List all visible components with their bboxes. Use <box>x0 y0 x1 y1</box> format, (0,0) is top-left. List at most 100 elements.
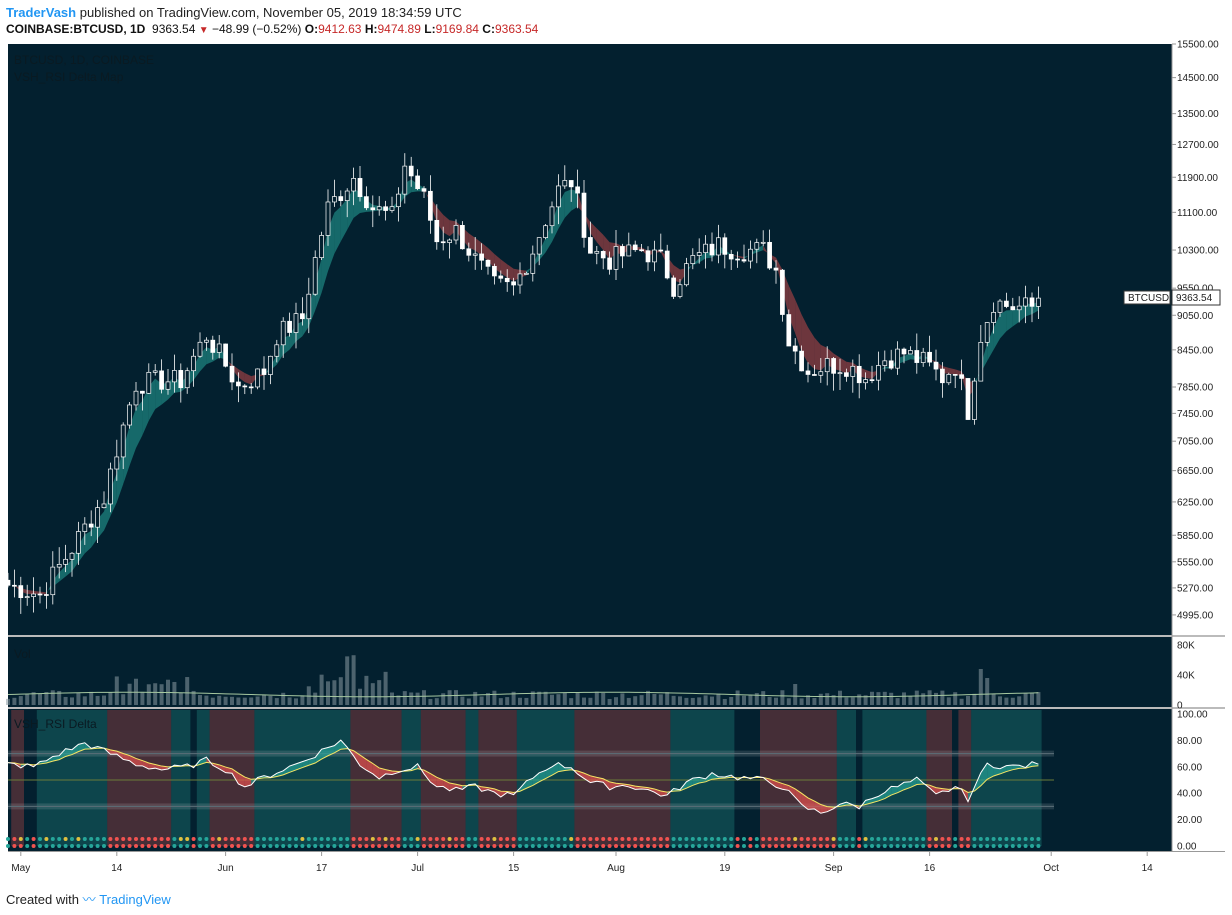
volume-bar <box>799 698 804 705</box>
signal-dot <box>914 844 919 848</box>
volume-bar <box>998 696 1002 705</box>
candle-body <box>274 344 280 357</box>
signal-dot <box>633 844 638 848</box>
volume-bar <box>742 695 746 705</box>
signal-dot <box>850 844 855 848</box>
footer-brand[interactable]: TradingView <box>99 892 171 907</box>
ribbon-segment <box>334 206 341 254</box>
signal-dot <box>774 844 778 848</box>
volume-bar <box>460 696 465 705</box>
volume-bar <box>198 695 202 705</box>
volume-bar <box>601 692 606 705</box>
signal-dot <box>857 837 862 841</box>
signal-dot <box>978 837 983 841</box>
signal-dot <box>178 837 183 841</box>
signal-dot <box>799 837 804 841</box>
volume-bar <box>255 696 260 705</box>
signal-dot <box>780 837 785 841</box>
ribbon-segment <box>500 259 508 278</box>
author-name[interactable]: TraderVash <box>6 5 77 20</box>
volume-bar <box>550 694 554 705</box>
volume-bar <box>882 691 887 705</box>
volume-bar <box>582 697 586 705</box>
volume-bar <box>262 694 266 705</box>
candle-body <box>293 313 299 333</box>
volume-bar <box>626 697 631 705</box>
candle-body <box>344 190 350 201</box>
volume-bar <box>1010 697 1015 705</box>
signal-dot <box>895 837 900 841</box>
main-pane-bg[interactable] <box>8 44 1172 635</box>
signal-dot <box>70 844 74 848</box>
signal-dot <box>358 844 362 848</box>
high-value: 9474.89 <box>377 22 421 36</box>
rsi-fill-segment <box>558 762 565 772</box>
volume-bar <box>786 698 791 705</box>
signal-dot <box>204 837 209 841</box>
signal-dot <box>908 844 913 848</box>
signal-dot <box>306 844 311 848</box>
volume-tick-label: 80K <box>1177 641 1195 652</box>
signal-dot <box>665 844 670 848</box>
rsi-fill-segment <box>980 763 988 786</box>
ribbon-segment <box>33 590 40 595</box>
signal-dot <box>153 844 158 848</box>
signal-dot <box>319 844 324 848</box>
signal-dot <box>178 844 183 848</box>
price-tick-label: 10300.00 <box>1177 246 1219 257</box>
signal-dot <box>166 844 170 848</box>
candle-body <box>959 374 964 379</box>
signal-dot <box>242 837 247 841</box>
candle-body <box>972 380 977 420</box>
rsi-fill-segment <box>993 767 1000 776</box>
candle-body <box>280 320 286 346</box>
candle-body <box>178 370 184 389</box>
signal-dot <box>518 844 522 848</box>
candle-body <box>792 345 798 352</box>
candle-body <box>805 370 811 375</box>
candle-body <box>933 361 939 370</box>
signal-dot <box>460 844 465 848</box>
rsi-tick-label: 0.00 <box>1177 842 1197 853</box>
signal-dot <box>614 844 618 848</box>
candle-body <box>895 348 900 369</box>
candle-body <box>1029 297 1035 307</box>
signal-dot <box>582 844 586 848</box>
signal-dot <box>159 837 164 841</box>
candle-body <box>447 239 452 243</box>
price-tick-label: 5270.00 <box>1177 583 1214 594</box>
ribbon-segment <box>539 238 546 261</box>
signal-dot <box>319 837 324 841</box>
signal-dot <box>812 837 817 841</box>
signal-dot <box>409 837 414 841</box>
rsi-fill-segment <box>712 772 719 780</box>
signal-dot <box>1004 837 1009 841</box>
volume-bar <box>287 697 292 705</box>
volume-bar <box>895 698 900 705</box>
volume-bar <box>498 698 503 705</box>
candle-body <box>696 252 702 256</box>
signal-dot <box>486 837 490 841</box>
signal-dot <box>18 837 23 841</box>
candle-body <box>101 503 107 508</box>
candle-body <box>524 273 529 275</box>
signal-dot <box>665 837 670 841</box>
volume-bar <box>818 693 823 705</box>
volume-bar <box>639 695 644 705</box>
volume-bar <box>236 697 241 705</box>
signal-dot <box>351 844 356 848</box>
ribbon-segment <box>468 233 476 251</box>
volume-bar <box>588 697 593 705</box>
candle-body <box>236 381 241 387</box>
ribbon-segment <box>795 299 802 352</box>
candle-body <box>402 165 408 195</box>
signal-dot <box>434 844 439 848</box>
signal-dot <box>908 837 913 841</box>
candle-body <box>261 368 267 375</box>
candle-body <box>248 386 254 389</box>
open-value: 9412.63 <box>318 22 362 36</box>
candle-body <box>120 424 126 458</box>
signal-dot <box>441 844 446 848</box>
signal-dot <box>70 837 74 841</box>
